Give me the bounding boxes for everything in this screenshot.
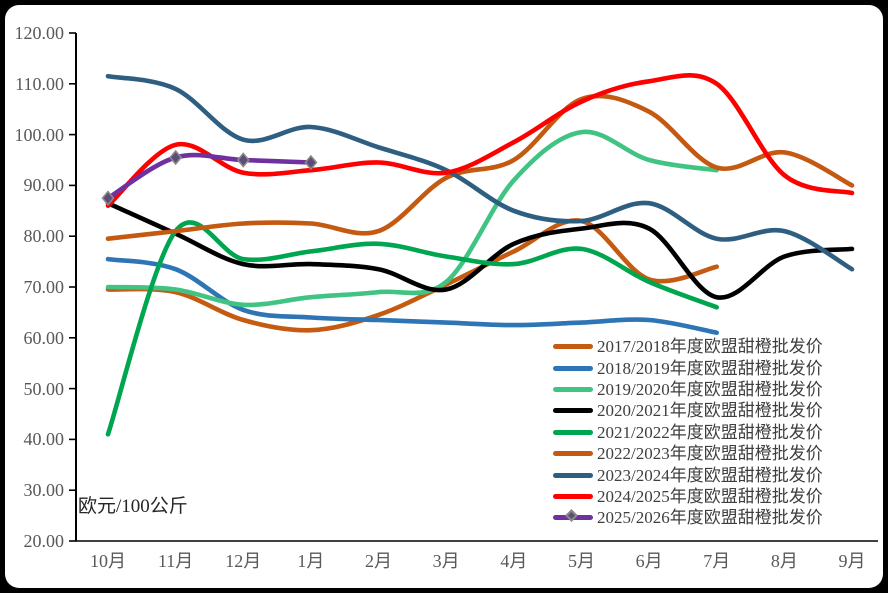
series-line-1 xyxy=(105,256,719,335)
y-tick-label: 30.00 xyxy=(23,480,65,501)
legend-entry: 2018/2019年度欧盟甜橙批发价 xyxy=(553,357,823,378)
y-tick-label: 50.00 xyxy=(23,378,65,399)
x-tick-label: 3月 xyxy=(432,551,460,571)
x-tick-label: 11月 xyxy=(157,551,194,571)
legend-label: 2019/2020年度欧盟甜橙批发价 xyxy=(597,379,823,399)
y-tick-label: 70.00 xyxy=(23,277,65,297)
x-tick-label: 6月 xyxy=(635,551,663,571)
x-tick-label: 2月 xyxy=(365,551,393,571)
legend-entry: 2020/2021年度欧盟甜橙批发价 xyxy=(553,400,823,421)
legend-entry: 2017/2018年度欧盟甜橙批发价 xyxy=(553,336,823,357)
legend-entry: 2019/2020年度欧盟甜橙批发价 xyxy=(553,379,823,400)
series-line-8 xyxy=(105,152,314,201)
legend-label: 2024/2025年度欧盟甜橙批发价 xyxy=(597,486,823,506)
legend-line-swatch xyxy=(553,451,593,457)
x-tick-label: 8月 xyxy=(770,551,798,571)
y-tick-label: 120.00 xyxy=(14,23,65,43)
y-tick-label: 80.00 xyxy=(23,226,65,247)
legend-line-swatch xyxy=(553,429,593,435)
y-tick-label: 40.00 xyxy=(23,429,65,450)
series-line-0 xyxy=(105,218,719,333)
legend-entry: 2022/2023年度欧盟甜橙批发价 xyxy=(553,443,823,464)
y-tick-label: 60.00 xyxy=(23,327,65,348)
legend-line-swatch xyxy=(553,365,593,371)
legend-entry: 2024/2025年度欧盟甜橙批发价 xyxy=(553,486,823,507)
series-marker-8 xyxy=(101,190,115,206)
legend-entry: 2021/2022年度欧盟甜橙批发价 xyxy=(553,422,823,443)
legend-label: 2021/2022年度欧盟甜橙批发价 xyxy=(597,422,823,442)
legend-entry: 2023/2024年度欧盟甜橙批发价 xyxy=(553,464,823,485)
x-tick-label: 1月 xyxy=(297,551,325,571)
y-axis-unit-label: 欧元/100公斤 xyxy=(78,496,188,517)
series-line-5 xyxy=(105,93,855,241)
y-tick-label: 100.00 xyxy=(14,124,65,145)
chart-card xyxy=(5,5,883,588)
x-tick-label: 4月 xyxy=(500,551,528,571)
series-marker-8 xyxy=(236,152,250,168)
series-line-6 xyxy=(105,73,855,272)
series-line-7 xyxy=(105,73,855,208)
y-tick-label: 110.00 xyxy=(15,73,64,94)
y-tick-label: 20.00 xyxy=(23,531,65,551)
chart-legend: 2017/2018年度欧盟甜橙批发价 2018/2019年度欧盟甜橙批发价 2019… xyxy=(553,336,823,529)
x-tick-label: 12月 xyxy=(225,551,262,571)
legend-line-swatch xyxy=(553,509,593,523)
x-tick-label: 9月 xyxy=(838,551,866,571)
x-tick-label: 10月 xyxy=(90,551,126,571)
x-tick-label: 5月 xyxy=(567,551,595,571)
series-line-3 xyxy=(105,200,855,300)
legend-label: 2025/2026年度欧盟甜橙批发价 xyxy=(597,508,823,528)
series-marker-8 xyxy=(304,154,318,171)
legend-diamond-marker xyxy=(565,509,578,523)
legend-entry: 2025/2026年度欧盟甜橙批发价 xyxy=(553,507,823,528)
x-tick-label: 7月 xyxy=(703,551,731,571)
legend-line-swatch xyxy=(553,472,593,478)
series-marker-8 xyxy=(169,149,183,166)
legend-label: 2020/2021年度欧盟甜橙批发价 xyxy=(597,401,823,421)
series-line-2 xyxy=(105,129,719,308)
y-tick-label: 90.00 xyxy=(23,175,65,196)
legend-label: 2018/2019年度欧盟甜橙批发价 xyxy=(597,358,823,378)
legend-line-swatch xyxy=(553,408,593,414)
legend-line-swatch xyxy=(553,386,593,392)
legend-line-swatch xyxy=(553,493,593,499)
legend-label: 2017/2018年度欧盟甜橙批发价 xyxy=(597,337,823,357)
legend-line-swatch xyxy=(553,344,593,350)
legend-label: 2022/2023年度欧盟甜橙批发价 xyxy=(597,444,823,464)
legend-label: 2023/2024年度欧盟甜橙批发价 xyxy=(597,465,823,485)
